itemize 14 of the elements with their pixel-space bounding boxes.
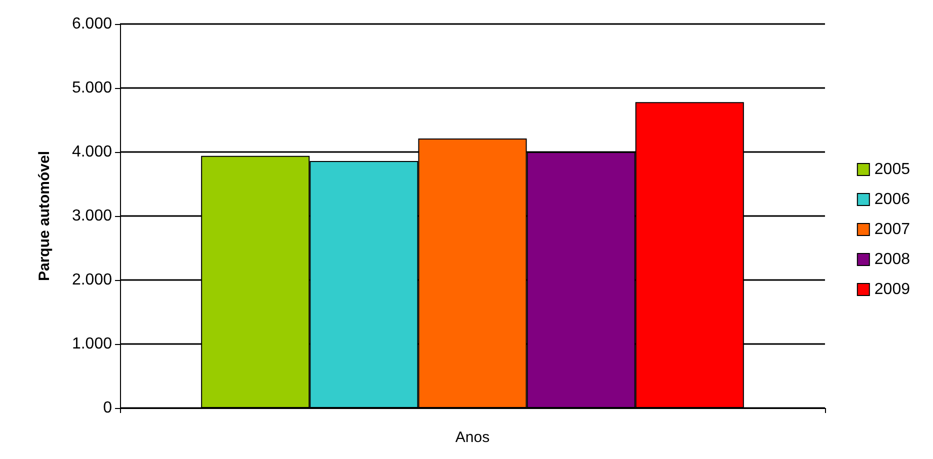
legend-label: 2008: [874, 251, 910, 268]
y-axis-title: Parque automóvel: [36, 150, 53, 282]
x-axis-title: Anos: [455, 429, 490, 446]
y-tick-label: 6.000: [72, 16, 112, 32]
legend-label: 2009: [874, 281, 910, 298]
y-tick-label: 5.000: [72, 80, 112, 96]
legend-label: 2005: [874, 161, 910, 178]
y-tick-label: 4.000: [72, 144, 112, 160]
y-tick-label: 2.000: [72, 272, 112, 288]
y-tick-label: 0: [103, 400, 112, 416]
y-tick-label: 3.000: [72, 208, 112, 224]
y-tick-label: 1.000: [72, 336, 112, 352]
legend-label: 2006: [874, 191, 910, 208]
legend-label: 2007: [874, 221, 910, 238]
